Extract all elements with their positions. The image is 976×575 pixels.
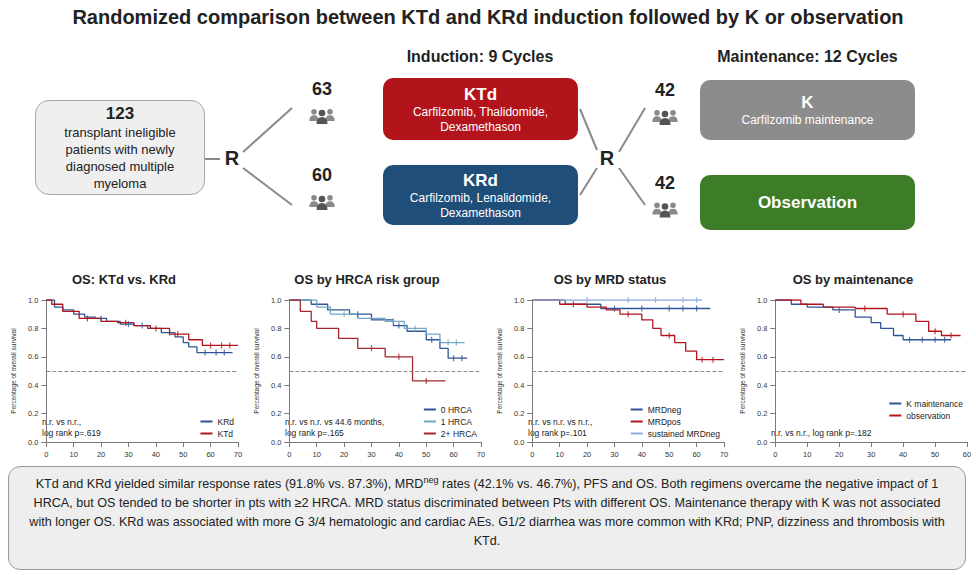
svg-text:0: 0 xyxy=(530,450,534,459)
svg-text:70: 70 xyxy=(477,450,485,459)
html-text:Randomized comparison between: Randomized comparison between KTd and KR… xyxy=(72,6,904,28)
html-text:42: 42 xyxy=(655,172,675,193)
svg-text:log rank p=.619: log rank p=.619 xyxy=(42,428,101,438)
svg-text:0.2: 0.2 xyxy=(271,409,281,418)
svg-text:0.8: 0.8 xyxy=(514,324,524,333)
svg-text:K maintenance: K maintenance xyxy=(906,399,963,409)
svg-text:1.0: 1.0 xyxy=(28,296,38,305)
svg-text:0.8: 0.8 xyxy=(757,324,767,333)
svg-text:0: 0 xyxy=(773,450,777,459)
svg-text:Percentage of overall survival: Percentage of overall survival xyxy=(253,328,261,414)
svg-text:log rank p=.101: log rank p=.101 xyxy=(528,428,587,438)
svg-text:2+ HRCA: 2+ HRCA xyxy=(441,429,477,439)
svg-text:10: 10 xyxy=(556,450,564,459)
svg-text:KRd: KRd xyxy=(217,417,234,427)
svg-text:Percentage of overall survival: Percentage of overall survival xyxy=(496,328,504,414)
svg-text:30: 30 xyxy=(610,450,618,459)
html-text:Maintenance: 12 Cycles: Maintenance: 12 Cycles xyxy=(717,48,898,65)
html-text:Carfilzomib maintenance: Carfilzomib maintenance xyxy=(741,113,874,127)
svg-text:60: 60 xyxy=(449,450,457,459)
svg-text:0.4: 0.4 xyxy=(271,381,281,390)
html-text:KTd and KRd yielded similar re: KTd and KRd yielded similar response rat… xyxy=(29,475,945,548)
svg-text:20: 20 xyxy=(835,450,843,459)
svg-text:KTd: KTd xyxy=(217,429,233,439)
svg-text:0.2: 0.2 xyxy=(757,409,767,418)
svg-text:n.r. vs n.r.,: n.r. vs n.r., xyxy=(42,417,81,427)
svg-text:0.6: 0.6 xyxy=(757,352,767,361)
html-text:KRd: KRd xyxy=(463,170,498,190)
svg-text:20: 20 xyxy=(583,450,591,459)
html-text:KTd: KTd xyxy=(464,84,497,104)
svg-text:0.0: 0.0 xyxy=(514,438,524,447)
svg-text:10: 10 xyxy=(313,450,321,459)
html-text:42: 42 xyxy=(655,80,675,100)
html-text:Induction: 9 Cycles: Induction: 9 Cycles xyxy=(406,48,554,65)
svg-text:MRDneg: MRDneg xyxy=(648,405,682,415)
svg-text:0.4: 0.4 xyxy=(757,381,767,390)
html-text:63: 63 xyxy=(312,79,332,99)
svg-text:0.8: 0.8 xyxy=(28,324,38,333)
svg-text:observation: observation xyxy=(906,411,950,421)
html-text:K: K xyxy=(801,93,814,112)
svg-text:Percentage of overall survival: Percentage of overall survival xyxy=(10,328,18,414)
svg-text:50: 50 xyxy=(422,450,430,459)
html-text:Carfilzomib, Thalidomide, Dexa: Carfilzomib, Thalidomide, Dexamethason xyxy=(412,104,549,134)
svg-text:OS: KTd vs. KRd: OS: KTd vs. KRd xyxy=(72,272,176,287)
svg-text:30: 30 xyxy=(124,450,132,459)
svg-text:0.6: 0.6 xyxy=(514,352,524,361)
html-text:123: 123 xyxy=(105,103,135,123)
svg-text:OS by HRCA risk group: OS by HRCA risk group xyxy=(294,272,439,287)
svg-text:60: 60 xyxy=(963,450,971,459)
svg-text:60: 60 xyxy=(206,450,214,459)
svg-text:40: 40 xyxy=(395,450,403,459)
svg-text:0.4: 0.4 xyxy=(28,381,38,390)
html-text:60: 60 xyxy=(312,165,332,185)
svg-text:0: 0 xyxy=(44,450,48,459)
svg-text:0.2: 0.2 xyxy=(514,409,524,418)
svg-text:0.4: 0.4 xyxy=(514,381,524,390)
svg-text:40: 40 xyxy=(899,450,907,459)
html-text:transplant ineligible patients: transplant ineligible patients with newl… xyxy=(64,124,176,191)
svg-text:0.2: 0.2 xyxy=(28,409,38,418)
svg-text:40: 40 xyxy=(152,450,160,459)
svg-text:Percentage of overall survival: Percentage of overall survival xyxy=(739,328,747,414)
svg-text:20: 20 xyxy=(97,450,105,459)
svg-text:10: 10 xyxy=(803,450,811,459)
svg-text:n.r. vs n.r. vs n.r.,: n.r. vs n.r. vs n.r., xyxy=(528,417,592,427)
svg-text:MRDpos: MRDpos xyxy=(648,417,681,427)
svg-text:0.6: 0.6 xyxy=(28,352,38,361)
svg-text:0.8: 0.8 xyxy=(271,324,281,333)
svg-text:70: 70 xyxy=(720,450,728,459)
svg-text:OS by MRD status: OS by MRD status xyxy=(554,272,667,287)
svg-text:20: 20 xyxy=(340,450,348,459)
svg-text:0: 0 xyxy=(287,450,291,459)
html-text:R: R xyxy=(224,147,240,169)
svg-text:10: 10 xyxy=(70,450,78,459)
svg-text:60: 60 xyxy=(692,450,700,459)
svg-text:0.0: 0.0 xyxy=(757,438,767,447)
svg-text:sustained MRDneg: sustained MRDneg xyxy=(648,429,721,439)
svg-text:50: 50 xyxy=(931,450,939,459)
svg-text:0.6: 0.6 xyxy=(271,352,281,361)
svg-text:50: 50 xyxy=(179,450,187,459)
svg-text:n.r. vs n.r., log rank p=.182: n.r. vs n.r., log rank p=.182 xyxy=(771,428,872,438)
svg-text:0.0: 0.0 xyxy=(271,438,281,447)
svg-text:70: 70 xyxy=(234,450,242,459)
html-text:R: R xyxy=(599,147,615,169)
svg-text:30: 30 xyxy=(367,450,375,459)
svg-text:0 HRCA: 0 HRCA xyxy=(441,405,473,415)
svg-text:30: 30 xyxy=(867,450,875,459)
svg-text:40: 40 xyxy=(638,450,646,459)
svg-text:1.0: 1.0 xyxy=(514,296,524,305)
svg-text:0.0: 0.0 xyxy=(28,438,38,447)
svg-text:1.0: 1.0 xyxy=(271,296,281,305)
svg-text:n.r. vs n.r. vs 44.6 months,: n.r. vs n.r. vs 44.6 months, xyxy=(285,417,384,427)
html-text:Observation: Observation xyxy=(757,193,858,212)
svg-text:OS by maintenance: OS by maintenance xyxy=(793,272,914,287)
svg-text:1.0: 1.0 xyxy=(757,296,767,305)
svg-text:log rank p=.165: log rank p=.165 xyxy=(285,428,344,438)
html-text:Carfilzomib, Lenalidomide, Dex: Carfilzomib, Lenalidomide, Dexamethason xyxy=(409,190,552,220)
svg-text:50: 50 xyxy=(665,450,673,459)
svg-text:1 HRCA: 1 HRCA xyxy=(441,417,473,427)
